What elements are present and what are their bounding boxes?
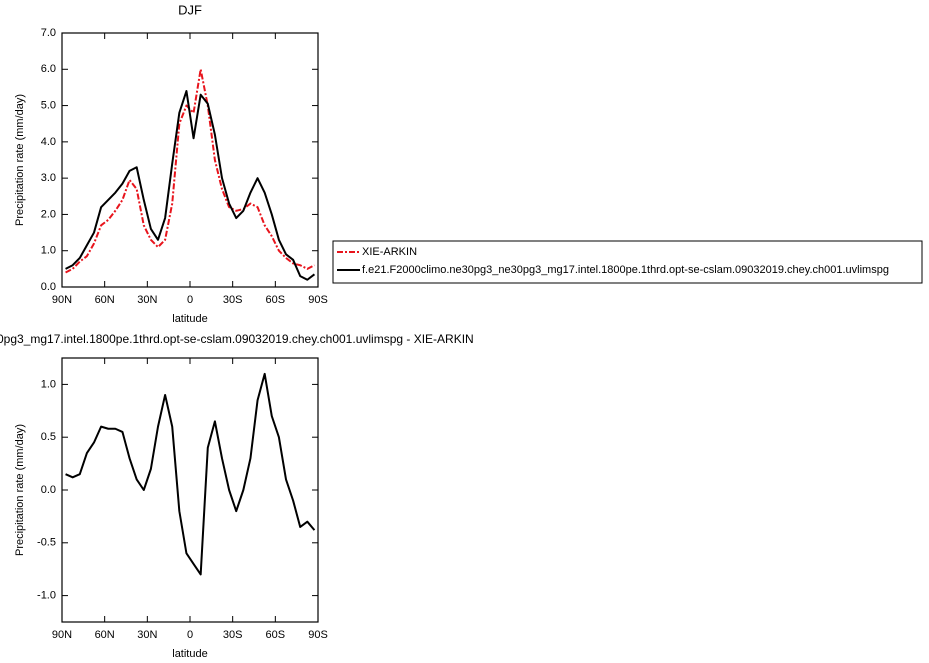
y-axis-label: Precipitation rate (mm/day)	[14, 94, 26, 226]
legend-box	[332, 240, 923, 284]
y-tick-label: 3.0	[41, 172, 56, 184]
data-line	[65, 90, 316, 281]
y-tick-label: 7.0	[41, 27, 56, 39]
y-tick-label: -0.5	[37, 537, 56, 549]
legend-label: XIE-ARKIN	[362, 246, 417, 258]
x-tick-label: 90N	[52, 629, 72, 641]
x-tick-label: 60N	[95, 629, 115, 641]
x-tick-label: 30S	[223, 629, 243, 641]
y-tick-label: 1.0	[41, 378, 56, 390]
x-tick-label: 0	[187, 294, 193, 306]
y-tick-label: -1.0	[37, 590, 56, 602]
x-tick-label: 30S	[223, 294, 243, 306]
x-tick-label: 90S	[308, 294, 328, 306]
plot-frame	[61, 32, 319, 288]
x-tick-label: 0	[187, 629, 193, 641]
y-tick-label: 6.0	[41, 63, 56, 75]
y-tick-label: 0.0	[41, 281, 56, 293]
x-tick-label: 60N	[95, 294, 115, 306]
data-line	[65, 372, 316, 576]
legend-label: f.e21.F2000climo.ne30pg3_ne30pg3_mg17.in…	[362, 264, 889, 276]
x-axis-label: latitude	[172, 648, 207, 660]
x-tick-label: 30N	[137, 294, 157, 306]
y-tick-label: 4.0	[41, 136, 56, 148]
x-tick-label: 90N	[52, 294, 72, 306]
y-tick-label: 0.5	[41, 431, 56, 443]
x-tick-label: 60S	[266, 294, 286, 306]
y-tick-label: 0.0	[41, 484, 56, 496]
y-tick-label: 5.0	[41, 99, 56, 111]
x-tick-label: 60S	[266, 629, 286, 641]
chart-title: 0pg3_mg17.intel.1800pe.1thrd.opt-se-csla…	[0, 332, 474, 346]
x-tick-label: 90S	[308, 629, 328, 641]
chart-title: DJF	[178, 2, 202, 17]
x-axis-label: latitude	[172, 313, 207, 325]
y-axis-label: Precipitation rate (mm/day)	[14, 424, 26, 556]
data-line	[65, 68, 315, 274]
y-tick-label: 2.0	[41, 208, 56, 220]
x-tick-label: 30N	[137, 629, 157, 641]
plot-frame	[61, 357, 319, 623]
y-tick-label: 1.0	[41, 245, 56, 257]
